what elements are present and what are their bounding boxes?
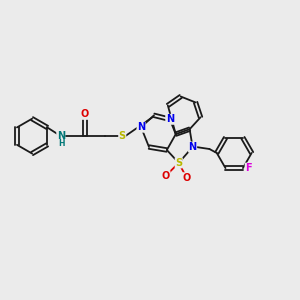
Text: N: N — [137, 122, 145, 132]
Text: H: H — [58, 139, 65, 148]
Text: S: S — [175, 158, 182, 168]
Text: F: F — [245, 163, 252, 173]
Text: O: O — [182, 173, 191, 183]
Text: N: N — [188, 142, 197, 152]
Text: O: O — [162, 171, 170, 181]
Text: N: N — [166, 114, 174, 124]
Text: N: N — [57, 131, 65, 141]
Text: S: S — [119, 131, 126, 141]
Text: O: O — [80, 109, 89, 119]
